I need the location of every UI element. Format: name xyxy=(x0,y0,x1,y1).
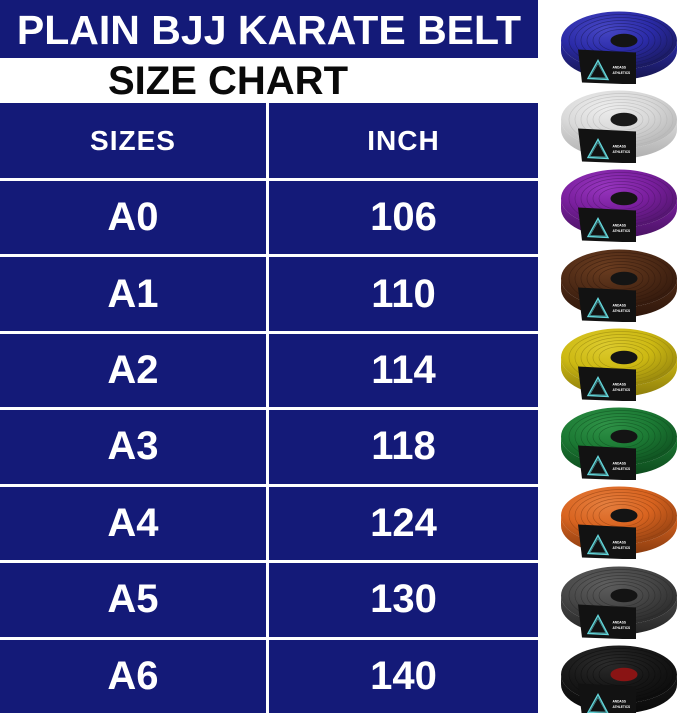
svg-text:ATHLETICS: ATHLETICS xyxy=(613,546,631,550)
svg-text:ANDASS: ANDASS xyxy=(613,699,626,703)
svg-text:ATHLETICS: ATHLETICS xyxy=(613,229,631,233)
svg-text:ATHLETICS: ATHLETICS xyxy=(613,71,631,75)
svg-text:ANDASS: ANDASS xyxy=(613,303,626,307)
svg-text:ANDASS: ANDASS xyxy=(613,620,626,624)
svg-text:ANDASS: ANDASS xyxy=(613,224,626,228)
svg-text:ANDASS: ANDASS xyxy=(613,66,626,70)
svg-text:ANDASS: ANDASS xyxy=(613,541,626,545)
svg-text:ANDASS: ANDASS xyxy=(613,382,626,386)
svg-text:ATHLETICS: ATHLETICS xyxy=(613,705,631,709)
svg-text:ATHLETICS: ATHLETICS xyxy=(613,150,631,154)
svg-text:ATHLETICS: ATHLETICS xyxy=(613,388,631,392)
svg-text:ATHLETICS: ATHLETICS xyxy=(613,626,631,630)
svg-text:ATHLETICS: ATHLETICS xyxy=(613,309,631,313)
svg-text:ANDASS: ANDASS xyxy=(613,145,626,149)
svg-text:ATHLETICS: ATHLETICS xyxy=(613,467,631,471)
svg-text:ANDASS: ANDASS xyxy=(613,462,626,466)
